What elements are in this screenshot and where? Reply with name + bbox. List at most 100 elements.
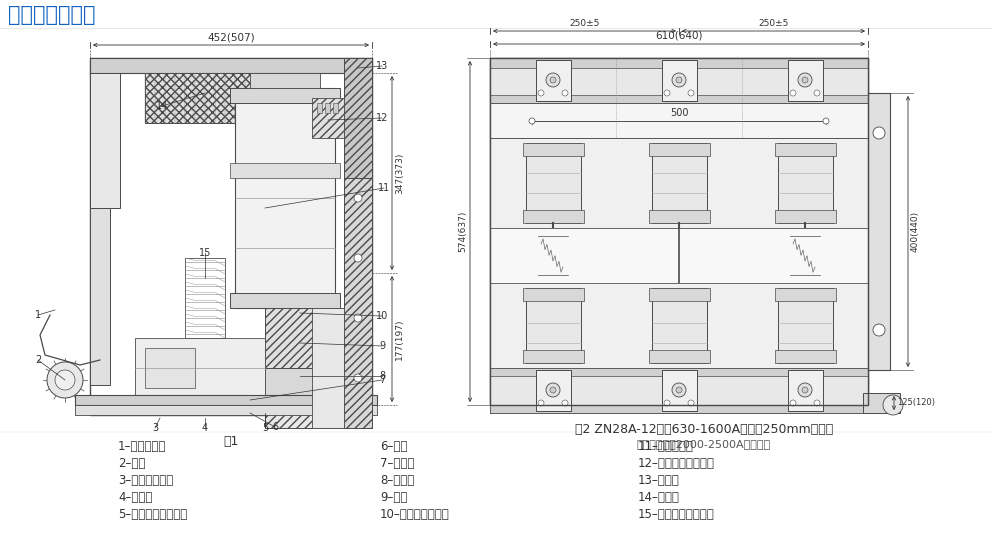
Circle shape — [676, 387, 682, 393]
Bar — [490, 283, 868, 368]
Bar — [788, 60, 822, 101]
Bar — [775, 350, 835, 363]
Bar — [235, 88, 335, 308]
Bar — [649, 288, 709, 301]
Bar — [145, 73, 265, 123]
Text: 347(373): 347(373) — [395, 152, 404, 194]
Bar — [775, 288, 835, 301]
Text: 250±5: 250±5 — [758, 19, 789, 28]
Circle shape — [883, 395, 903, 415]
Bar — [536, 370, 570, 411]
Text: 1: 1 — [35, 310, 41, 320]
Text: 9: 9 — [379, 341, 385, 351]
Circle shape — [550, 387, 556, 393]
Bar — [490, 138, 868, 228]
Bar — [224, 372, 232, 388]
Text: 9–螺栓: 9–螺栓 — [380, 491, 408, 504]
Bar — [253, 372, 260, 388]
Circle shape — [55, 370, 75, 390]
Bar — [325, 103, 330, 113]
Text: 500: 500 — [670, 108, 688, 118]
Bar — [490, 58, 868, 405]
Text: 13: 13 — [376, 61, 388, 71]
Bar — [230, 88, 340, 103]
Bar — [140, 372, 148, 388]
Text: 12–真空灭弧紧固螺栓: 12–真空灭弧紧固螺栓 — [638, 457, 715, 470]
Text: 452(507): 452(507) — [207, 32, 255, 42]
Bar — [652, 288, 706, 363]
Circle shape — [546, 383, 560, 397]
Text: 图2 ZN28A-12电流630-1600A相间距250mm外形图: 图2 ZN28A-12电流630-1600A相间距250mm外形图 — [575, 423, 833, 436]
Bar — [271, 372, 279, 388]
Text: 15–绝子绝子固定螺栓: 15–绝子绝子固定螺栓 — [638, 508, 715, 521]
Bar — [649, 350, 709, 363]
Circle shape — [688, 400, 694, 406]
Bar — [312, 98, 344, 138]
Bar — [185, 258, 225, 338]
Text: 13–静支架: 13–静支架 — [638, 474, 680, 487]
Bar — [536, 60, 570, 101]
Text: 7–导向板: 7–导向板 — [380, 457, 415, 470]
Text: 177(197): 177(197) — [395, 318, 404, 360]
Bar — [490, 368, 868, 413]
Text: 6–扭管: 6–扭管 — [380, 440, 408, 453]
Bar — [775, 210, 835, 223]
Circle shape — [688, 90, 694, 96]
Circle shape — [873, 127, 885, 139]
Text: 250±5: 250±5 — [569, 19, 600, 28]
Text: 图1: 图1 — [223, 435, 239, 448]
Text: 2: 2 — [35, 355, 41, 365]
Bar — [262, 372, 270, 388]
Text: 11–真空灭弧室: 11–真空灭弧室 — [638, 440, 693, 453]
Bar — [205, 372, 213, 388]
Bar — [281, 372, 288, 388]
Bar — [490, 103, 868, 138]
Text: 5–接触行程调整螺栓: 5–接触行程调整螺栓 — [118, 508, 187, 521]
Text: 外形及安装尺寸: 外形及安装尺寸 — [8, 5, 95, 25]
Text: 10: 10 — [376, 311, 388, 321]
Bar — [75, 405, 377, 415]
Circle shape — [664, 400, 670, 406]
Bar — [662, 370, 696, 411]
Bar — [868, 93, 890, 370]
Text: 7: 7 — [379, 375, 385, 385]
Circle shape — [790, 400, 796, 406]
Text: 3–触头压力弹簧: 3–触头压力弹簧 — [118, 474, 174, 487]
Bar — [250, 73, 320, 88]
Bar — [490, 95, 868, 103]
Bar — [526, 288, 580, 363]
Bar — [75, 395, 377, 405]
Circle shape — [354, 194, 362, 202]
Bar — [775, 143, 835, 156]
Bar — [168, 372, 176, 388]
Text: 14: 14 — [156, 101, 168, 111]
Bar — [662, 60, 696, 101]
Text: 5: 5 — [262, 423, 268, 433]
Circle shape — [814, 400, 820, 406]
Circle shape — [550, 77, 556, 83]
Circle shape — [676, 77, 682, 83]
Bar — [265, 308, 344, 368]
Bar — [186, 372, 194, 388]
Text: 400(440): 400(440) — [911, 211, 920, 252]
Bar — [90, 58, 372, 415]
Circle shape — [664, 90, 670, 96]
Text: 14–绝缘子: 14–绝缘子 — [638, 491, 680, 504]
Bar — [215, 372, 222, 388]
Circle shape — [823, 118, 829, 124]
Circle shape — [790, 90, 796, 96]
Bar — [265, 368, 344, 403]
Text: 8: 8 — [379, 371, 385, 381]
Bar — [265, 403, 344, 428]
Bar — [230, 293, 340, 308]
Text: 注：括号内为2000-2500A外形尺寸: 注：括号内为2000-2500A外形尺寸 — [637, 439, 771, 449]
Bar — [90, 73, 120, 208]
Bar — [317, 103, 322, 113]
Bar — [490, 58, 868, 103]
Bar — [90, 58, 372, 73]
Circle shape — [546, 73, 560, 87]
Bar — [150, 372, 157, 388]
Text: 2–主轴: 2–主轴 — [118, 457, 146, 470]
Bar — [344, 178, 372, 428]
Circle shape — [562, 400, 568, 406]
